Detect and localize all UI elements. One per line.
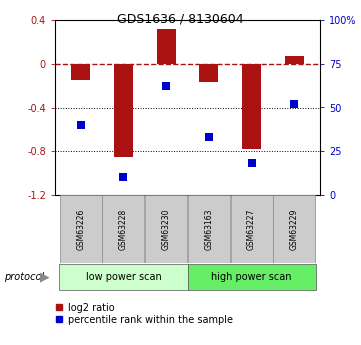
Point xyxy=(206,135,212,140)
Point xyxy=(249,161,255,166)
Point xyxy=(163,84,169,89)
Bar xyxy=(145,195,187,263)
Text: GSM63230: GSM63230 xyxy=(162,208,171,250)
Legend: log2 ratio, percentile rank within the sample: log2 ratio, percentile rank within the s… xyxy=(55,303,232,325)
Text: ▶: ▶ xyxy=(40,270,50,284)
Bar xyxy=(187,264,316,289)
Text: GSM63226: GSM63226 xyxy=(76,208,85,250)
Bar xyxy=(285,56,304,64)
Bar xyxy=(59,264,187,289)
Bar xyxy=(231,195,273,263)
Bar xyxy=(103,195,144,263)
Text: GSM63163: GSM63163 xyxy=(204,208,213,250)
Bar xyxy=(114,64,133,157)
Point xyxy=(291,101,297,107)
Text: GDS1636 / 8130604: GDS1636 / 8130604 xyxy=(117,12,244,25)
Bar xyxy=(199,64,218,82)
Point xyxy=(78,122,83,128)
Text: low power scan: low power scan xyxy=(86,272,161,282)
Bar xyxy=(71,64,90,80)
Text: protocol: protocol xyxy=(4,272,44,282)
Bar xyxy=(242,64,261,149)
Bar xyxy=(60,195,101,263)
Text: high power scan: high power scan xyxy=(211,272,292,282)
Bar xyxy=(273,195,315,263)
Bar xyxy=(157,29,176,64)
Text: GSM63228: GSM63228 xyxy=(119,208,128,250)
Text: GSM63227: GSM63227 xyxy=(247,208,256,250)
Point xyxy=(121,175,126,180)
Bar xyxy=(188,195,230,263)
Text: GSM63229: GSM63229 xyxy=(290,208,299,250)
